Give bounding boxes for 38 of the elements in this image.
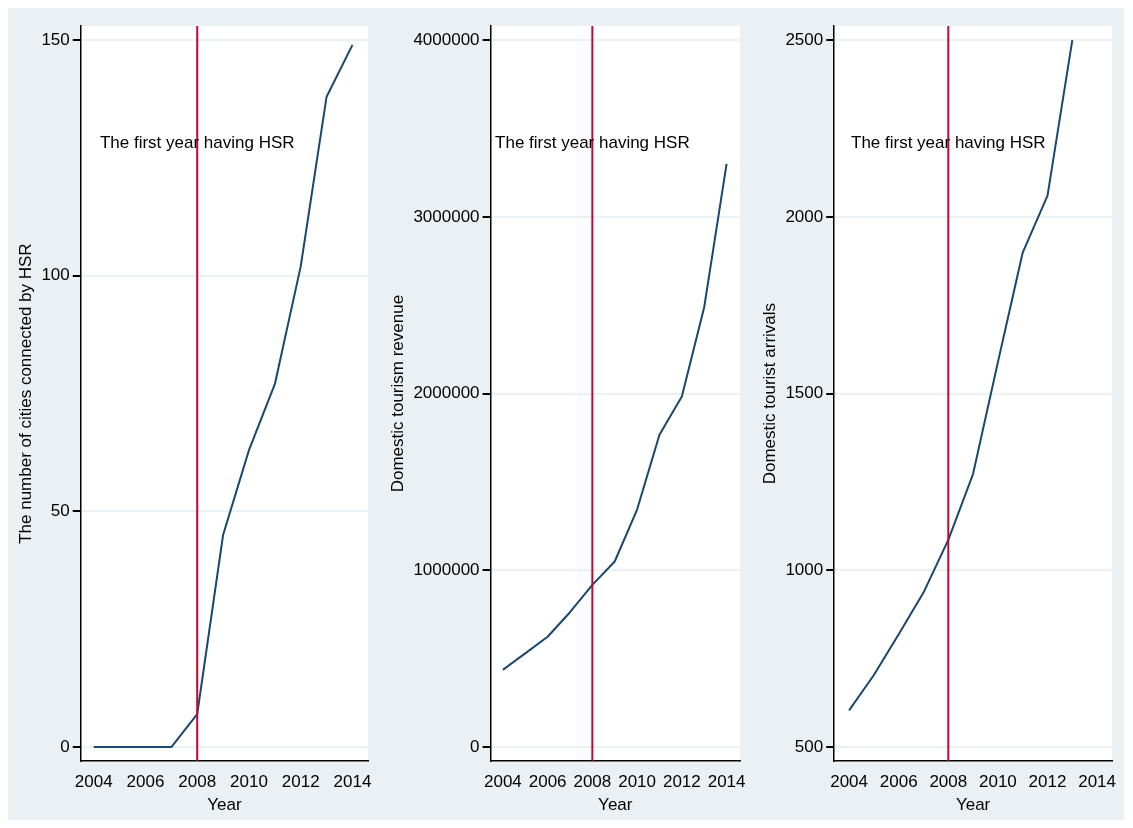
y-tick-label: 1500: [785, 383, 824, 403]
x-tick-label: 2014: [333, 772, 372, 792]
y-tick-label: 1000000: [413, 560, 480, 580]
x-tick-label: 2008: [929, 772, 968, 792]
y-tick-label: 1000: [785, 560, 824, 580]
x-tick-label: 2012: [662, 772, 701, 792]
x-tick-label: 2004: [74, 772, 113, 792]
x-tick-label: 2004: [483, 772, 522, 792]
x-axis-title: Year: [207, 795, 242, 815]
y-tick-label: 2000000: [413, 383, 480, 403]
y-tick-label: 150: [41, 29, 70, 49]
x-tick-label: 2006: [528, 772, 567, 792]
x-tick-label: 2014: [707, 772, 746, 792]
y-axis-title: The number of cities connected by HSR: [15, 243, 35, 544]
x-tick-label: 2014: [1078, 772, 1117, 792]
x-tick-label: 2006: [879, 772, 918, 792]
x-axis-title: Year: [955, 795, 991, 815]
y-tick-label: 500: [794, 736, 824, 756]
y-tick-label: 2000: [785, 206, 824, 226]
x-axis-title: Year: [598, 795, 633, 815]
y-tick-label: 0: [470, 736, 480, 756]
y-tick-label: 100: [41, 265, 70, 285]
y-axis-title: Domestic tourist arrivals: [759, 302, 779, 485]
x-tick-label: 2010: [979, 772, 1017, 792]
x-tick-label: 2012: [281, 772, 320, 792]
x-tick-label: 2010: [230, 772, 268, 792]
x-tick-label: 2010: [618, 772, 657, 792]
x-tick-label: 2008: [178, 772, 217, 792]
y-tick-label: 50: [50, 501, 70, 521]
x-tick-label: 2006: [126, 772, 165, 792]
y-tick-label: 4000000: [413, 29, 480, 49]
x-tick-label: 2008: [573, 772, 612, 792]
x-tick-label: 2012: [1028, 772, 1067, 792]
x-tick-label: 2004: [830, 772, 869, 792]
y-tick-label: 0: [60, 736, 70, 756]
y-axis-title: Domestic tourism revenue: [387, 294, 407, 493]
y-tick-label: 3000000: [413, 206, 480, 226]
y-tick-label: 2500: [785, 29, 824, 49]
